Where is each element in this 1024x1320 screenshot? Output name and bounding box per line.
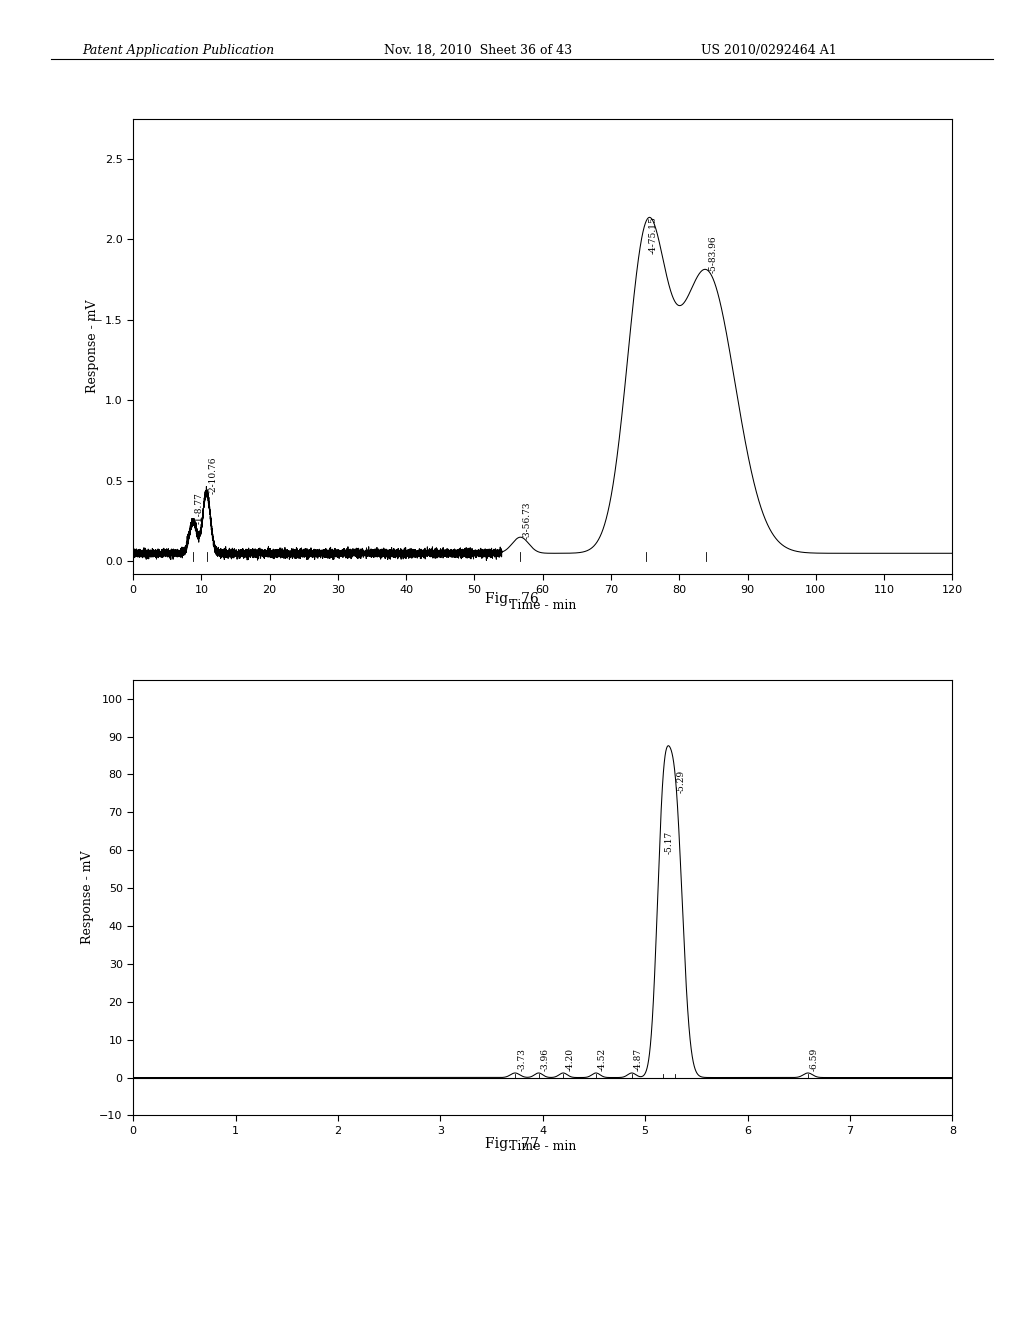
Text: Patent Application Publication: Patent Application Publication	[82, 44, 274, 57]
Text: -4.20: -4.20	[565, 1048, 574, 1071]
Text: -2-10.76: -2-10.76	[209, 457, 218, 494]
Text: -4-75.15: -4-75.15	[648, 216, 657, 253]
Text: Nov. 18, 2010  Sheet 36 of 43: Nov. 18, 2010 Sheet 36 of 43	[384, 44, 572, 57]
Text: -4.52: -4.52	[598, 1048, 607, 1071]
Text: -3.73: -3.73	[517, 1048, 526, 1071]
Text: -6.59: -6.59	[810, 1048, 819, 1071]
Text: -5.17: -5.17	[665, 830, 674, 854]
Y-axis label: Response - mV: Response - mV	[86, 300, 99, 393]
Text: —: —	[90, 315, 101, 326]
Text: -5-83.96: -5-83.96	[709, 236, 718, 273]
X-axis label: Time - min: Time - min	[509, 599, 577, 611]
Text: -4.87: -4.87	[634, 1048, 643, 1071]
Text: -3.96: -3.96	[541, 1048, 550, 1071]
Text: Fig.  76: Fig. 76	[485, 593, 539, 606]
X-axis label: Time - min: Time - min	[509, 1140, 577, 1152]
Text: US 2010/0292464 A1: US 2010/0292464 A1	[701, 44, 838, 57]
Text: -3-56.73: -3-56.73	[522, 502, 531, 539]
Text: Fig.  77: Fig. 77	[485, 1138, 539, 1151]
Y-axis label: Response - mV: Response - mV	[81, 851, 94, 944]
Text: -5.29: -5.29	[677, 771, 686, 793]
Text: -1-8.77: -1-8.77	[195, 492, 204, 524]
